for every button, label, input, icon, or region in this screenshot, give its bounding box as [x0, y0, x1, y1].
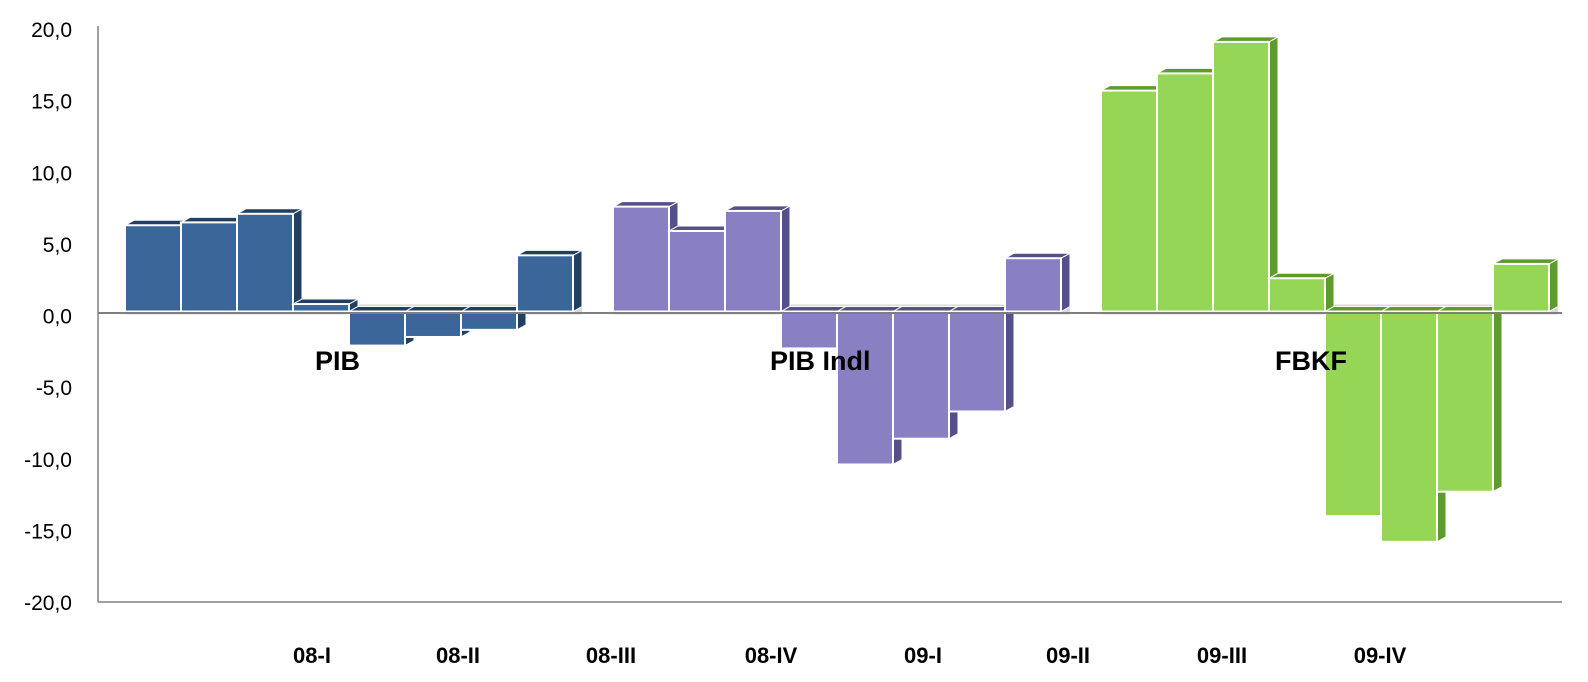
bar-front [724, 209, 782, 313]
bar-front [1212, 40, 1270, 313]
bar-side [1004, 305, 1015, 413]
series-label-pib-indl: PIB Indl [770, 346, 871, 376]
bar-front [892, 310, 950, 440]
bar-front [780, 310, 838, 350]
bar-front [292, 303, 350, 313]
bar-side [1492, 305, 1503, 493]
bar-front [348, 310, 406, 347]
bar-front [404, 310, 462, 338]
bar-side [1060, 252, 1071, 313]
bar-side [1268, 36, 1279, 313]
x-tick-label: 08-II [436, 643, 480, 668]
bar-front [1380, 310, 1438, 543]
bar-fbkf-7 [1435, 305, 1504, 493]
y-tick-label: -10,0 [24, 449, 72, 472]
y-tick-label: 0,0 [43, 306, 72, 329]
series-label-fbkf: FBKF [1275, 346, 1347, 376]
x-tick-label: 09-I [904, 643, 942, 668]
bar-fbkf-4 [1267, 272, 1336, 313]
bar-front [180, 221, 238, 313]
y-tick-label: -5,0 [36, 377, 72, 400]
bar-front [1156, 72, 1214, 313]
bar-pib-3 [235, 207, 304, 313]
series-label-pib: PIB [315, 346, 360, 376]
y-tick-labels: 20,0 15,0 10,0 5,0 0,0 -5,0 -10,0 -15,0 -20,0 [24, 19, 72, 615]
bar-front [612, 205, 670, 313]
bar-pib-4 [291, 298, 360, 313]
y-tick-label: 15,0 [31, 91, 72, 114]
bar-fbkf-3 [1211, 36, 1280, 313]
x-tick-label: 08-I [293, 643, 331, 668]
y-tick-label: 10,0 [31, 162, 72, 185]
y-tick-label: -20,0 [24, 592, 72, 615]
bar-front [836, 310, 894, 466]
series-labels: PIB PIB Indl FBKF [315, 346, 1347, 376]
x-tick-label: 09-II [1046, 643, 1090, 668]
bar-side [572, 249, 583, 313]
bar-pib-8 [515, 249, 584, 313]
y-tick-label: 5,0 [43, 234, 72, 257]
bar-front [1492, 262, 1550, 313]
series-pib-indl [611, 200, 1072, 466]
x-tick-label: 08-III [586, 643, 636, 668]
bar-front [124, 224, 182, 313]
bar-front [516, 254, 574, 313]
bar-pib-indl-8 [1003, 252, 1072, 313]
x-tick-labels: 08-I 08-II 08-III 08-IV 09-I 09-II 09-III 09-IV [293, 643, 1407, 668]
x-tick-label: 09-IV [1354, 643, 1407, 668]
bar-front [1436, 310, 1494, 493]
bar-side [780, 205, 791, 313]
bar-side [1324, 272, 1335, 313]
x-tick-label: 08-IV [745, 643, 798, 668]
bar-front [236, 212, 294, 313]
bar-side [1548, 258, 1559, 313]
series-pib [123, 207, 584, 347]
bar-pib-indl-3 [723, 205, 792, 313]
bar-front [1268, 277, 1326, 313]
y-tick-label: -15,0 [24, 520, 72, 543]
bars-layer [123, 36, 1560, 543]
bar-fbkf-8 [1491, 258, 1560, 313]
bar-side [292, 207, 303, 313]
bar-pib-indl-7 [947, 305, 1016, 413]
series-fbkf [1099, 36, 1560, 543]
bar-front [1100, 89, 1158, 313]
bar-front [948, 310, 1006, 413]
bar-front [460, 310, 518, 331]
y-tick-label: 20,0 [31, 19, 72, 42]
bar-front [1324, 310, 1382, 518]
bar-front [668, 229, 726, 313]
x-tick-label: 09-III [1197, 643, 1247, 668]
bar-front [1004, 257, 1062, 313]
